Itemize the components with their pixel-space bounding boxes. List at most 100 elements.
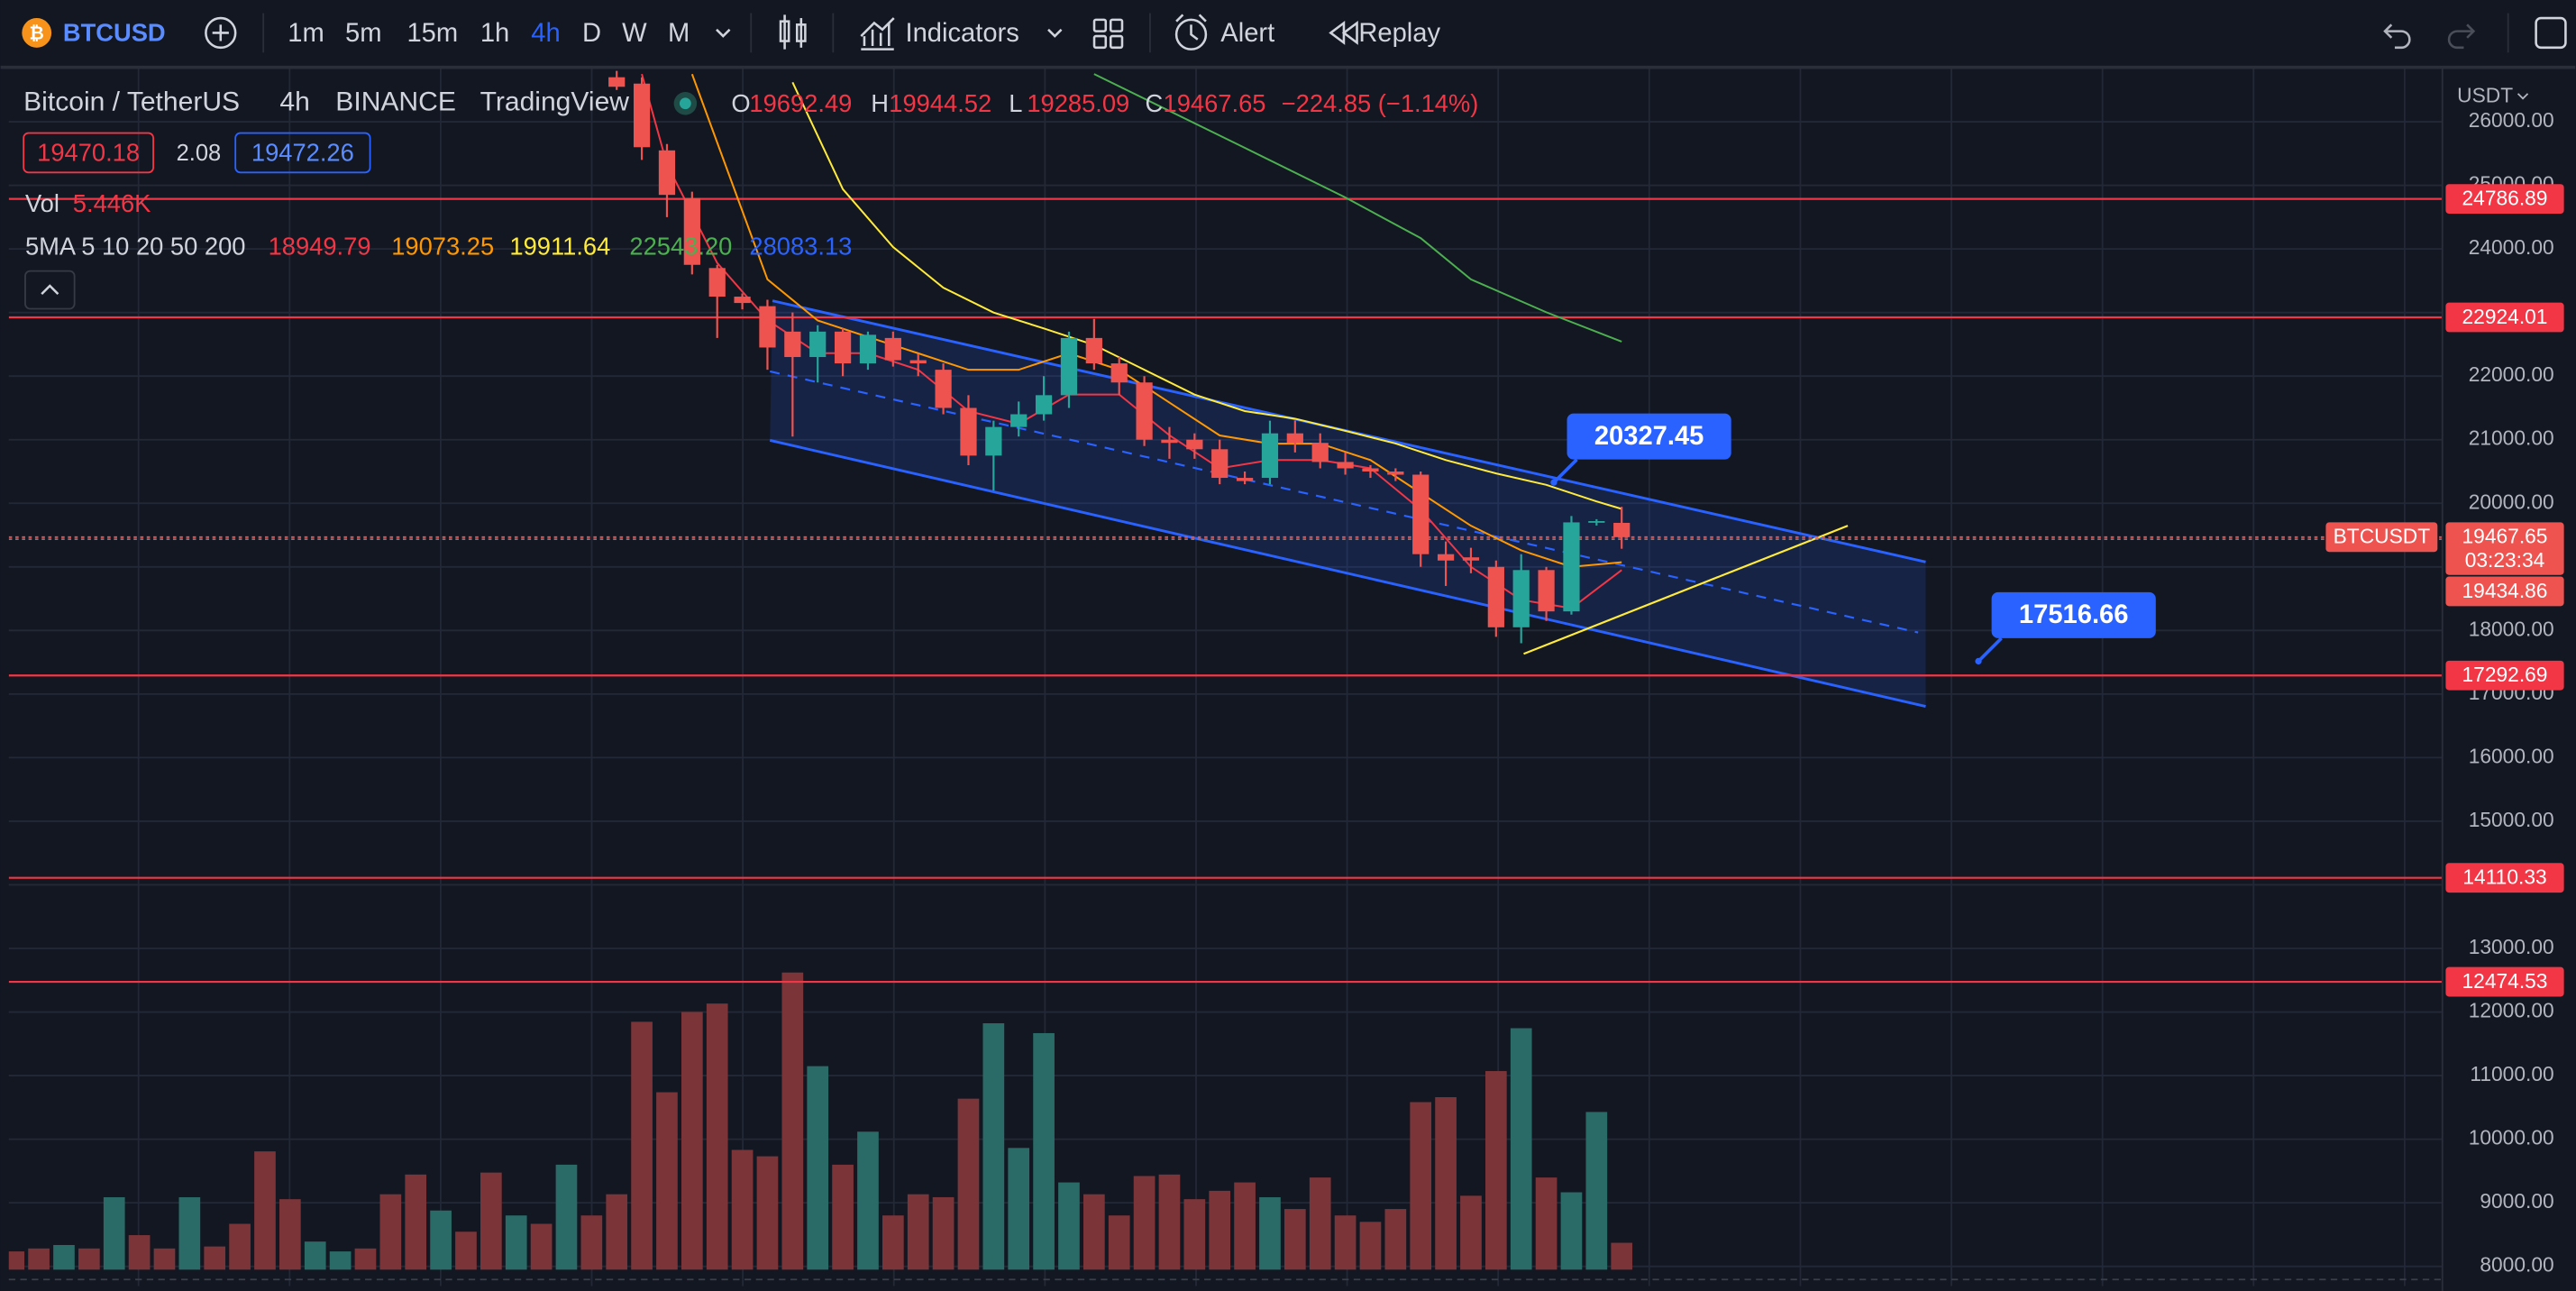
volume-bar xyxy=(857,1131,879,1270)
channel-middle[interactable] xyxy=(770,370,1919,634)
indicators-menu[interactable] xyxy=(1047,28,1063,38)
interval-button[interactable]: 1h xyxy=(480,19,509,48)
symbol-label: BTCUSDT xyxy=(2334,525,2431,548)
volume-bar xyxy=(480,1172,502,1270)
candle-body xyxy=(859,334,877,364)
layouts-button[interactable] xyxy=(1092,18,1124,50)
candle-body xyxy=(708,268,726,298)
candle-body xyxy=(935,370,952,408)
interval-button[interactable]: W xyxy=(622,19,647,48)
callout-box[interactable] xyxy=(1567,413,1731,460)
ohlc-value: 19285.09 xyxy=(1027,89,1129,117)
volume-bar xyxy=(229,1223,251,1270)
redo-button[interactable] xyxy=(2447,23,2476,50)
candle-body xyxy=(1337,462,1354,469)
volume-bar xyxy=(1384,1209,1407,1270)
volume-bar xyxy=(907,1194,929,1270)
market-status[interactable] xyxy=(679,97,691,110)
collapse-legend[interactable] xyxy=(24,270,76,310)
candle-body xyxy=(734,297,751,304)
ohlc-value: 19467.65 xyxy=(1164,89,1266,117)
volume-bar xyxy=(982,1023,1005,1270)
callout-pointer xyxy=(1552,458,1578,484)
volume-bar xyxy=(1410,1102,1432,1270)
volume-bar xyxy=(254,1151,276,1270)
volume-bar xyxy=(1484,1071,1507,1270)
volume-bar xyxy=(631,1021,653,1270)
interval-menu[interactable] xyxy=(716,28,731,38)
candle-body xyxy=(1286,433,1303,444)
interval-button[interactable]: 5m xyxy=(345,19,381,48)
ask: 19472.26 xyxy=(251,138,354,166)
current-price-label: 19467.65 xyxy=(2462,525,2548,548)
chart-type-button[interactable] xyxy=(779,14,807,50)
btc-logo-glyph: ₿ xyxy=(30,24,44,44)
candle-body xyxy=(1186,439,1203,450)
candle-body xyxy=(784,331,801,358)
price-line-label: 14110.33 xyxy=(2462,865,2546,889)
interval-button[interactable]: M xyxy=(668,19,690,48)
volume-bar xyxy=(1058,1182,1080,1270)
candle-body xyxy=(1311,443,1329,462)
volume-bar xyxy=(1108,1215,1130,1270)
axis-currency[interactable]: USDT xyxy=(2457,84,2513,107)
bid-box[interactable] xyxy=(23,132,154,174)
candle-body xyxy=(1161,439,1178,444)
volume-value: 5.446K xyxy=(73,189,151,217)
candle-body xyxy=(658,150,676,196)
interval-button[interactable]: 15m xyxy=(406,19,458,48)
bid: 19470.18 xyxy=(37,138,140,166)
volume-bar xyxy=(1082,1194,1105,1270)
y-tick-label: 18000.00 xyxy=(2469,617,2554,640)
prior-close-label: 19434.86 xyxy=(2462,579,2548,602)
interval-button[interactable]: 4h xyxy=(531,19,560,48)
callout-text: 20327.45 xyxy=(1594,422,1704,451)
y-tick-label: 8000.00 xyxy=(2480,1253,2553,1277)
add-symbol[interactable] xyxy=(205,16,237,50)
volume-bar xyxy=(1033,1032,1055,1270)
volume-bar xyxy=(354,1248,377,1270)
volume-bar xyxy=(1283,1209,1306,1270)
candle-body xyxy=(759,306,776,348)
legend-interval: 4h xyxy=(279,87,309,117)
undo-button[interactable] xyxy=(2383,23,2411,50)
volume-bar xyxy=(128,1235,151,1270)
volume-bar xyxy=(832,1164,854,1270)
interval-button[interactable]: 1m xyxy=(288,19,324,48)
volume-bar xyxy=(379,1194,402,1270)
candle-body xyxy=(1236,478,1254,481)
symbol[interactable]: BTCUSD xyxy=(63,18,166,46)
countdown: 03:23:34 xyxy=(2465,548,2545,572)
price-line-label-bg xyxy=(2445,863,2564,893)
volume-bar xyxy=(656,1092,678,1270)
candle-body xyxy=(633,83,651,148)
vertical-grid xyxy=(137,69,2406,1286)
volume-bar xyxy=(1158,1174,1181,1270)
volume-bar xyxy=(932,1196,955,1270)
price-line-label: 24786.89 xyxy=(2462,187,2548,210)
interval-button[interactable]: D xyxy=(582,19,601,48)
ask-box[interactable] xyxy=(234,132,371,174)
channel-lower[interactable] xyxy=(769,439,1926,708)
channel-fill xyxy=(770,300,1926,707)
trend-line[interactable] xyxy=(1523,525,1849,655)
ma-value: 28083.13 xyxy=(749,232,852,260)
volume-bar xyxy=(957,1098,980,1270)
candle-body xyxy=(1512,570,1530,627)
y-tick-label: 24000.00 xyxy=(2469,235,2554,259)
fullscreen-button[interactable] xyxy=(2535,16,2567,50)
candle-body xyxy=(1060,337,1078,396)
candle-body xyxy=(1412,474,1430,554)
candle-body xyxy=(1085,337,1102,364)
alert-button[interactable]: Alert xyxy=(1220,19,1274,48)
replay-button[interactable]: Replay xyxy=(1358,19,1440,48)
volume-bar xyxy=(1535,1177,1557,1270)
volume-bar xyxy=(1259,1196,1281,1270)
callout-box[interactable] xyxy=(1991,591,2156,638)
indicators-button[interactable]: Indicators xyxy=(906,19,1019,48)
candle-body xyxy=(1211,449,1229,479)
volume-bar xyxy=(1435,1097,1457,1270)
candle-body xyxy=(1563,522,1580,612)
source: TradingView xyxy=(480,87,630,117)
